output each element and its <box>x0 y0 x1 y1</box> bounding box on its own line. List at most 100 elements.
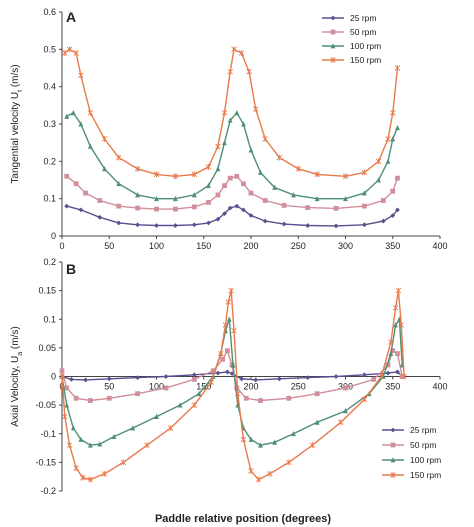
data-point <box>234 173 240 179</box>
data-point <box>385 136 391 142</box>
data-point <box>305 375 311 381</box>
data-point <box>234 203 240 209</box>
data-point <box>206 220 211 226</box>
data-point <box>395 369 400 375</box>
data-point <box>97 214 103 220</box>
data-point <box>227 205 233 211</box>
data-point <box>248 147 254 153</box>
data-point <box>191 402 198 409</box>
data-point <box>390 213 396 218</box>
data-point <box>378 373 385 380</box>
data-point <box>385 362 391 368</box>
data-point <box>191 204 197 210</box>
data-point <box>255 476 262 483</box>
data-point <box>173 206 178 212</box>
data-point <box>191 222 197 228</box>
data-point <box>267 470 273 477</box>
data-point <box>305 205 311 211</box>
data-point <box>258 169 263 175</box>
data-point <box>227 68 233 75</box>
y-tick-label: 0 <box>51 231 56 241</box>
data-point <box>333 205 339 211</box>
legend-label: 25 rpm <box>350 13 376 23</box>
y-axis-title-main: Axial Velocity, U <box>10 356 21 427</box>
data-point <box>395 287 402 294</box>
data-point <box>144 442 150 449</box>
data-point <box>87 476 94 483</box>
data-point <box>106 395 112 401</box>
data-point <box>241 207 246 213</box>
data-point <box>59 368 65 374</box>
data-point <box>135 192 140 198</box>
data-point <box>231 327 237 334</box>
x-tick-label: 350 <box>385 382 400 392</box>
data-point <box>362 203 367 209</box>
data-point <box>395 124 400 131</box>
data-point <box>226 316 232 322</box>
series-25-rpm <box>64 203 400 229</box>
data-point <box>314 391 320 397</box>
data-point <box>333 223 339 229</box>
data-point <box>343 408 348 414</box>
data-point <box>101 470 108 477</box>
data-point <box>295 165 301 172</box>
y-axis-title: Tangential velocity Ut (m/s) <box>10 64 24 183</box>
data-point <box>70 425 76 431</box>
data-point <box>361 396 368 403</box>
y-tick-label: 0.3 <box>43 119 56 129</box>
data-point <box>87 109 94 116</box>
data-point <box>87 442 93 448</box>
data-point <box>78 207 84 213</box>
data-point <box>116 203 122 209</box>
data-point <box>102 166 107 172</box>
data-point <box>62 50 68 56</box>
data-point <box>87 143 93 149</box>
data-point <box>276 376 282 382</box>
data-point <box>253 106 259 112</box>
data-point <box>248 468 254 474</box>
y-tick-label: 0.05 <box>38 343 56 353</box>
x-tick-label: 150 <box>196 382 211 392</box>
data-point <box>225 299 232 305</box>
data-point <box>394 65 401 71</box>
data-point <box>70 110 76 116</box>
x-tick-label: 400 <box>432 382 447 392</box>
data-point <box>362 372 367 378</box>
data-point <box>73 465 79 471</box>
data-point <box>135 391 140 397</box>
data-point <box>388 339 394 346</box>
data-point <box>220 356 226 362</box>
data-point <box>314 419 320 425</box>
data-point <box>243 395 249 401</box>
data-point <box>305 223 311 228</box>
data-point <box>215 216 221 222</box>
data-point <box>215 166 221 172</box>
data-point <box>154 223 159 228</box>
data-point <box>134 165 141 172</box>
data-point <box>215 143 221 150</box>
data-point <box>380 198 386 203</box>
data-point <box>64 203 70 209</box>
y-axis-title-main: Tangential velocity U <box>10 92 21 184</box>
data-point <box>120 459 127 466</box>
data-point <box>116 220 122 226</box>
x-tick-label: 50 <box>104 241 114 251</box>
data-point <box>64 173 70 179</box>
y-axis-title-unit: (m/s) <box>10 326 21 352</box>
data-point <box>206 182 211 188</box>
data-point <box>291 192 296 198</box>
data-point <box>224 369 230 375</box>
data-point <box>390 348 396 354</box>
legend-label: 50 rpm <box>350 27 376 37</box>
x-tick-label: 200 <box>243 241 258 251</box>
legend-label: 150 rpm <box>350 55 381 65</box>
x-tick-label: 350 <box>385 241 400 251</box>
series-50-rpm <box>64 173 400 212</box>
data-point <box>362 190 367 196</box>
data-point <box>73 395 79 401</box>
data-point <box>248 190 254 196</box>
data-point <box>380 218 386 224</box>
data-point <box>262 136 268 142</box>
data-point <box>272 439 278 445</box>
